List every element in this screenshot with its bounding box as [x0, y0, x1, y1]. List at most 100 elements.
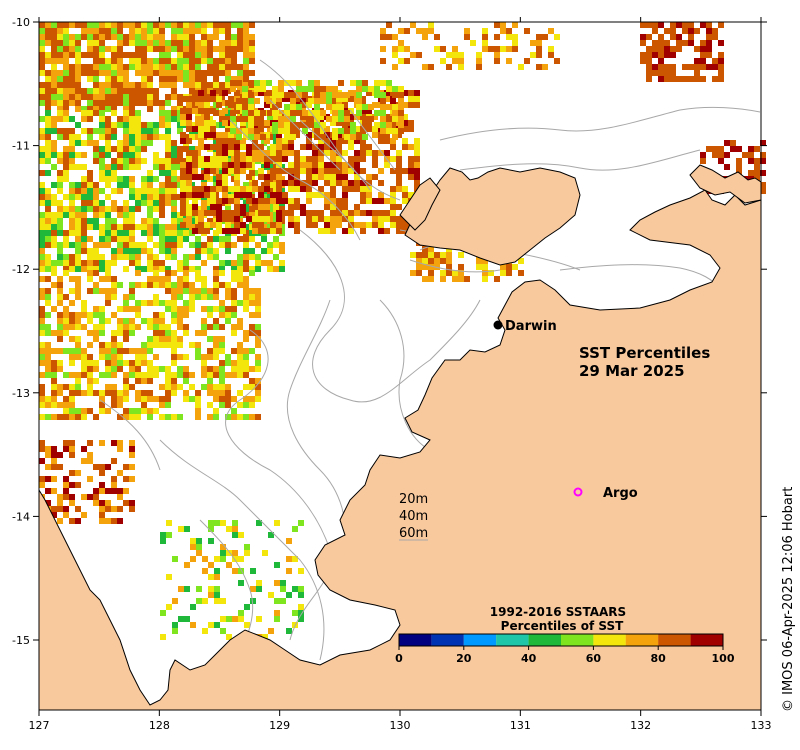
- sst-pixel: [256, 580, 262, 586]
- sst-pixel: [380, 80, 386, 86]
- sst-pixel: [243, 276, 249, 282]
- sst-pixel: [270, 174, 276, 180]
- sst-pixel: [279, 248, 285, 254]
- sst-pixel: [237, 236, 243, 242]
- sst-pixel: [177, 158, 183, 164]
- sst-pixel: [312, 162, 318, 168]
- sst-pixel: [234, 192, 240, 198]
- sst-pixel: [366, 198, 372, 204]
- sst-pixel: [93, 260, 99, 266]
- sst-pixel: [216, 102, 222, 108]
- sst-pixel: [99, 22, 105, 28]
- sst-pixel: [147, 218, 153, 224]
- sst-pixel: [360, 198, 366, 204]
- sst-pixel: [75, 152, 81, 158]
- sst-pixel: [105, 134, 111, 140]
- sst-pixel: [177, 372, 183, 378]
- sst-pixel: [57, 366, 63, 372]
- sst-pixel: [216, 186, 222, 192]
- sst-pixel: [452, 270, 458, 276]
- sst-pixel: [234, 108, 240, 114]
- sst-pixel: [252, 204, 258, 210]
- sst-pixel: [278, 116, 284, 122]
- sst-pixel: [219, 266, 225, 272]
- sst-pixel: [326, 98, 332, 104]
- sst-pixel: [186, 114, 192, 120]
- sst-pixel: [117, 224, 123, 230]
- sst-pixel: [414, 96, 420, 102]
- sst-pixel: [396, 162, 402, 168]
- sst-pixel: [75, 324, 81, 330]
- sst-pixel: [390, 210, 396, 216]
- sst-pixel: [330, 138, 336, 144]
- sst-pixel: [57, 402, 63, 408]
- sst-pixel: [324, 174, 330, 180]
- sst-pixel: [186, 162, 192, 168]
- sst-pixel: [700, 76, 706, 82]
- sst-pixel: [141, 318, 147, 324]
- sst-pixel: [57, 158, 63, 164]
- sst-pixel: [129, 348, 135, 354]
- sst-pixel: [93, 106, 99, 112]
- sst-pixel: [81, 182, 87, 188]
- sst-pixel: [216, 162, 222, 168]
- sst-pixel: [294, 198, 300, 204]
- sst-pixel: [390, 156, 396, 162]
- sst-pixel: [213, 282, 219, 288]
- sst-pixel: [201, 52, 207, 58]
- sst-pixel: [129, 218, 135, 224]
- sst-pixel: [180, 108, 186, 114]
- sst-pixel: [237, 28, 243, 34]
- sst-pixel: [294, 168, 300, 174]
- sst-pixel: [166, 574, 172, 580]
- sst-pixel: [111, 236, 117, 242]
- colorbar-segment: [399, 634, 432, 646]
- sst-pixel: [183, 300, 189, 306]
- sst-pixel: [57, 452, 63, 458]
- sst-pixel: [384, 198, 390, 204]
- sst-pixel: [342, 150, 348, 156]
- sst-pixel: [123, 348, 129, 354]
- sst-pixel: [288, 222, 294, 228]
- sst-pixel: [290, 104, 296, 110]
- sst-pixel: [180, 174, 186, 180]
- sst-pixel: [63, 82, 69, 88]
- sst-pixel: [123, 176, 129, 182]
- sst-pixel: [350, 134, 356, 140]
- sst-pixel: [506, 270, 512, 276]
- sst-pixel: [105, 288, 111, 294]
- sst-pixel: [282, 210, 288, 216]
- sst-pixel: [712, 76, 718, 82]
- sst-pixel: [75, 22, 81, 28]
- sst-pixel: [416, 264, 422, 270]
- sst-pixel: [222, 150, 228, 156]
- sst-pixel: [356, 110, 362, 116]
- sst-pixel: [57, 348, 63, 354]
- sst-pixel: [652, 64, 658, 70]
- sst-pixel: [117, 70, 123, 76]
- sst-pixel: [39, 82, 45, 88]
- sst-pixel: [290, 110, 296, 116]
- sst-pixel: [249, 396, 255, 402]
- sst-pixel: [231, 324, 237, 330]
- sst-pixel: [482, 28, 488, 34]
- sst-pixel: [210, 96, 216, 102]
- sst-pixel: [264, 198, 270, 204]
- sst-pixel: [225, 22, 231, 28]
- sst-pixel: [189, 146, 195, 152]
- sst-pixel: [45, 402, 51, 408]
- sst-pixel: [256, 616, 262, 622]
- sst-pixel: [213, 46, 219, 52]
- sst-pixel: [256, 586, 262, 592]
- sst-pixel: [366, 210, 372, 216]
- sst-pixel: [135, 266, 141, 272]
- sst-pixel: [231, 34, 237, 40]
- sst-pixel: [63, 152, 69, 158]
- sst-pixel: [183, 270, 189, 276]
- sst-pixel: [105, 22, 111, 28]
- sst-pixel: [230, 86, 236, 92]
- sst-pixel: [117, 164, 123, 170]
- sst-pixel: [314, 134, 320, 140]
- sst-pixel: [318, 162, 324, 168]
- sst-pixel: [45, 294, 51, 300]
